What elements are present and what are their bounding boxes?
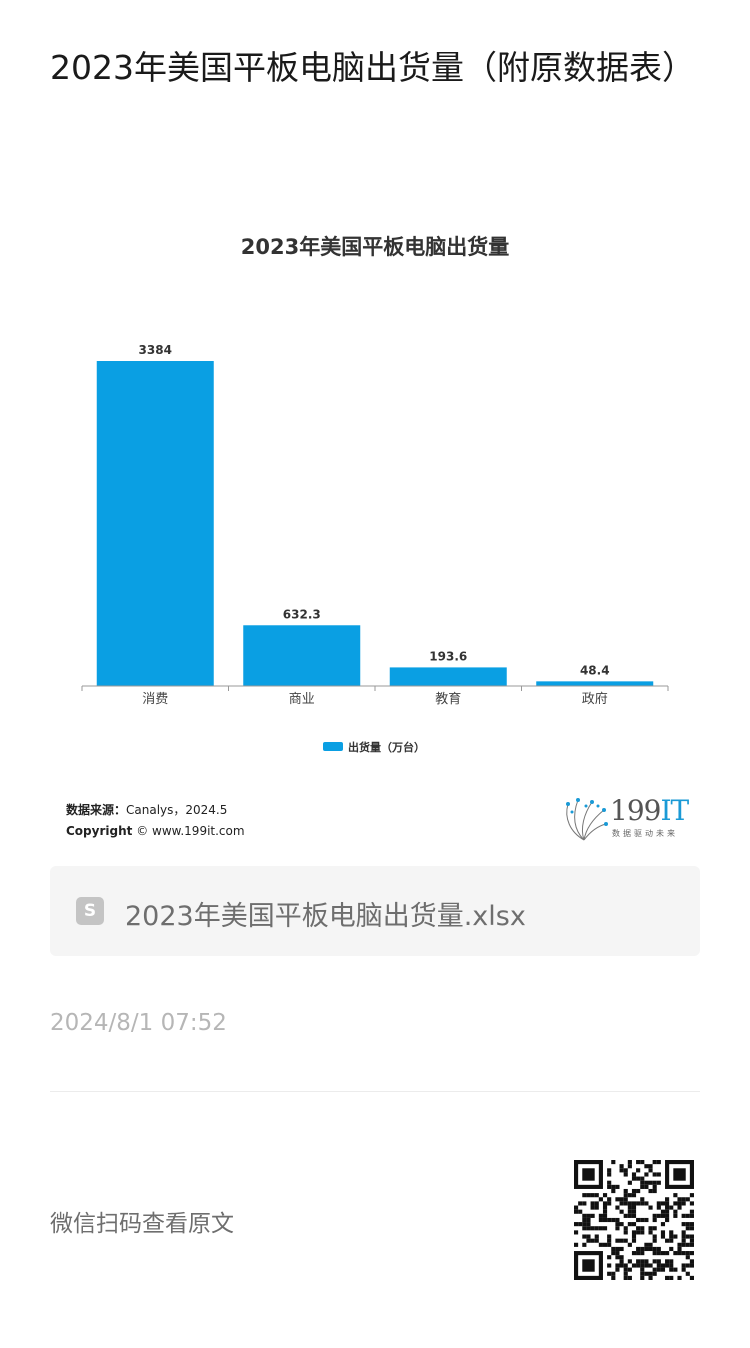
qr-code-icon[interactable]: [574, 1160, 694, 1280]
x-tick-label: 商业: [289, 692, 315, 707]
source-block: 数据来源：Canalys，2024.5 Copyright © www.199i…: [66, 800, 245, 842]
x-tick-label: 消费: [142, 692, 168, 707]
copyright-value: © www.199it.com: [136, 824, 245, 838]
bar-chart: 2023年美国平板电脑出货量 3384 消费 632.3 商业 193.6 教育 48.4 政…: [81, 235, 669, 754]
fiber-burst-icon: [566, 798, 608, 841]
bar-1: [243, 625, 361, 686]
source-label: 数据来源：: [66, 803, 127, 817]
source-value: Canalys，2024.5: [126, 803, 228, 817]
chart-title: 2023年美国平板电脑出货量: [241, 235, 509, 259]
bar-value-label: 48.4: [580, 663, 610, 677]
bar-value-label: 3384: [139, 343, 172, 357]
scan-to-view-text: 微信扫码查看原文: [50, 1211, 234, 1237]
bar-2: [389, 667, 507, 686]
copyright-label: Copyright: [66, 824, 133, 838]
brand-logo: 199IT 数据驱动未来: [560, 794, 690, 842]
legend-swatch: [323, 742, 343, 751]
spreadsheet-file-icon: S: [76, 897, 104, 925]
attachment-file-name[interactable]: 2023年美国平板电脑出货量.xlsx: [125, 901, 526, 932]
bar-value-label: 632.3: [283, 607, 321, 621]
attachment-card[interactable]: S 2023年美国平板电脑出货量.xlsx: [50, 866, 700, 956]
x-tick-label: 教育: [435, 691, 461, 707]
bar-3: [536, 681, 654, 686]
divider: [50, 1091, 700, 1092]
chart-card: 2023年美国平板电脑出货量 3384 消费 632.3 商业 193.6 教育 48.4 政…: [50, 200, 700, 850]
brand-tagline: 数据驱动未来: [612, 829, 678, 838]
article-title: 2023年美国平板电脑出货量（附原数据表）: [50, 48, 695, 87]
bar-value-label: 193.6: [429, 649, 467, 663]
publish-timestamp: 2024/8/1 07:52: [50, 1010, 227, 1036]
bar-0: [96, 361, 214, 686]
x-tick-label: 政府: [582, 692, 608, 707]
brand-name: 199IT: [610, 794, 689, 827]
legend-label: 出货量（万台）: [348, 740, 425, 754]
